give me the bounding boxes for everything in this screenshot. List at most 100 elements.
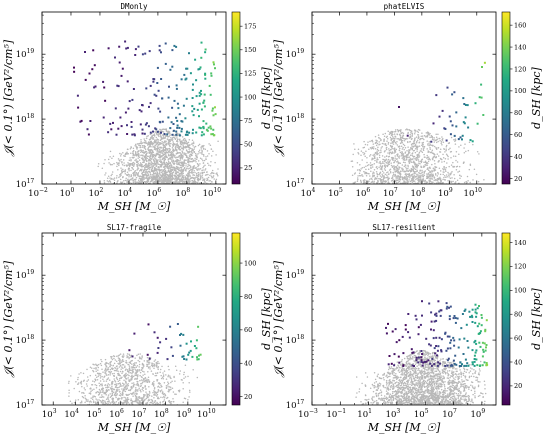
background-point — [398, 146, 400, 148]
background-point — [194, 167, 196, 170]
background-point — [409, 136, 411, 138]
background-point — [160, 143, 162, 145]
background-point — [138, 189, 140, 191]
background-point — [375, 186, 377, 188]
background-point — [375, 152, 377, 155]
background-point — [152, 185, 154, 187]
highlight-points — [398, 61, 486, 143]
background-point — [184, 147, 187, 149]
highlight-point — [110, 128, 113, 131]
highlight-point — [76, 94, 79, 97]
highlight-point — [178, 113, 181, 116]
background-point — [452, 161, 454, 164]
background-point — [159, 174, 162, 176]
background-point — [201, 171, 203, 174]
background-point — [211, 169, 214, 172]
background-point — [357, 153, 360, 155]
background-point — [404, 159, 406, 162]
background-point — [398, 133, 401, 136]
background-point — [424, 179, 426, 182]
background-point — [382, 187, 384, 189]
background-point — [169, 162, 171, 165]
background-point — [397, 174, 399, 177]
background-point — [165, 166, 167, 168]
background-point — [412, 176, 415, 179]
background-point — [431, 169, 433, 172]
background-point — [192, 177, 195, 180]
background-point — [395, 166, 398, 168]
background-point — [139, 189, 141, 191]
background-point — [472, 179, 474, 181]
background-point — [395, 168, 397, 170]
background-point — [373, 189, 375, 191]
background-point — [417, 177, 419, 180]
background-point — [153, 167, 156, 169]
background-point — [133, 164, 135, 167]
background-point — [190, 153, 193, 156]
background-point — [398, 177, 401, 180]
highlight-point — [118, 61, 121, 64]
background-point — [388, 173, 390, 175]
background-point — [92, 401, 95, 404]
background-point — [175, 171, 177, 173]
background-point — [182, 172, 184, 175]
background-point — [208, 164, 210, 166]
background-point — [424, 170, 427, 172]
background-point — [116, 161, 118, 164]
background-point — [95, 363, 97, 365]
background-point — [163, 186, 165, 188]
background-point — [407, 186, 409, 188]
background-point — [373, 180, 375, 183]
highlight-point — [181, 120, 184, 123]
background-point — [426, 168, 428, 170]
background-point — [393, 175, 396, 177]
background-point — [174, 135, 176, 137]
background-point — [134, 150, 137, 153]
background-point — [137, 179, 140, 181]
background-point — [402, 159, 405, 161]
background-point — [108, 191, 110, 193]
background-point — [173, 182, 175, 184]
background-point — [409, 140, 411, 143]
background-point — [182, 180, 184, 183]
background-point — [179, 185, 181, 187]
background-point — [136, 151, 139, 153]
highlight-point — [462, 121, 465, 124]
highlight-point — [84, 78, 87, 81]
background-point — [420, 166, 423, 169]
background-point — [405, 167, 408, 170]
background-point — [203, 159, 206, 162]
background-point — [143, 189, 145, 191]
highlight-point — [457, 138, 460, 141]
background-point — [179, 156, 182, 159]
highlight-point — [209, 125, 212, 128]
background-point — [421, 132, 423, 134]
background-point — [171, 159, 173, 161]
background-point — [374, 159, 376, 162]
highlight-point — [189, 72, 192, 75]
background-point — [197, 180, 199, 182]
background-point — [456, 165, 459, 168]
background-point — [161, 141, 163, 143]
background-point — [419, 179, 421, 182]
background-point — [116, 174, 118, 177]
highlight-point — [214, 113, 217, 116]
background-point — [381, 170, 384, 173]
background-point — [386, 140, 388, 142]
background-point — [135, 181, 138, 183]
background-point — [181, 185, 183, 187]
background-point — [466, 181, 468, 184]
background-point — [174, 180, 176, 182]
background-point — [207, 173, 209, 176]
background-point — [163, 157, 166, 159]
background-point — [149, 368, 151, 370]
background-point — [199, 174, 202, 176]
background-point — [159, 161, 162, 164]
background-point — [174, 380, 176, 382]
background-point — [139, 162, 142, 164]
background-point — [377, 146, 379, 149]
background-point — [448, 165, 450, 168]
background-point — [154, 180, 157, 183]
background-point — [122, 168, 124, 171]
background-point — [399, 129, 402, 132]
